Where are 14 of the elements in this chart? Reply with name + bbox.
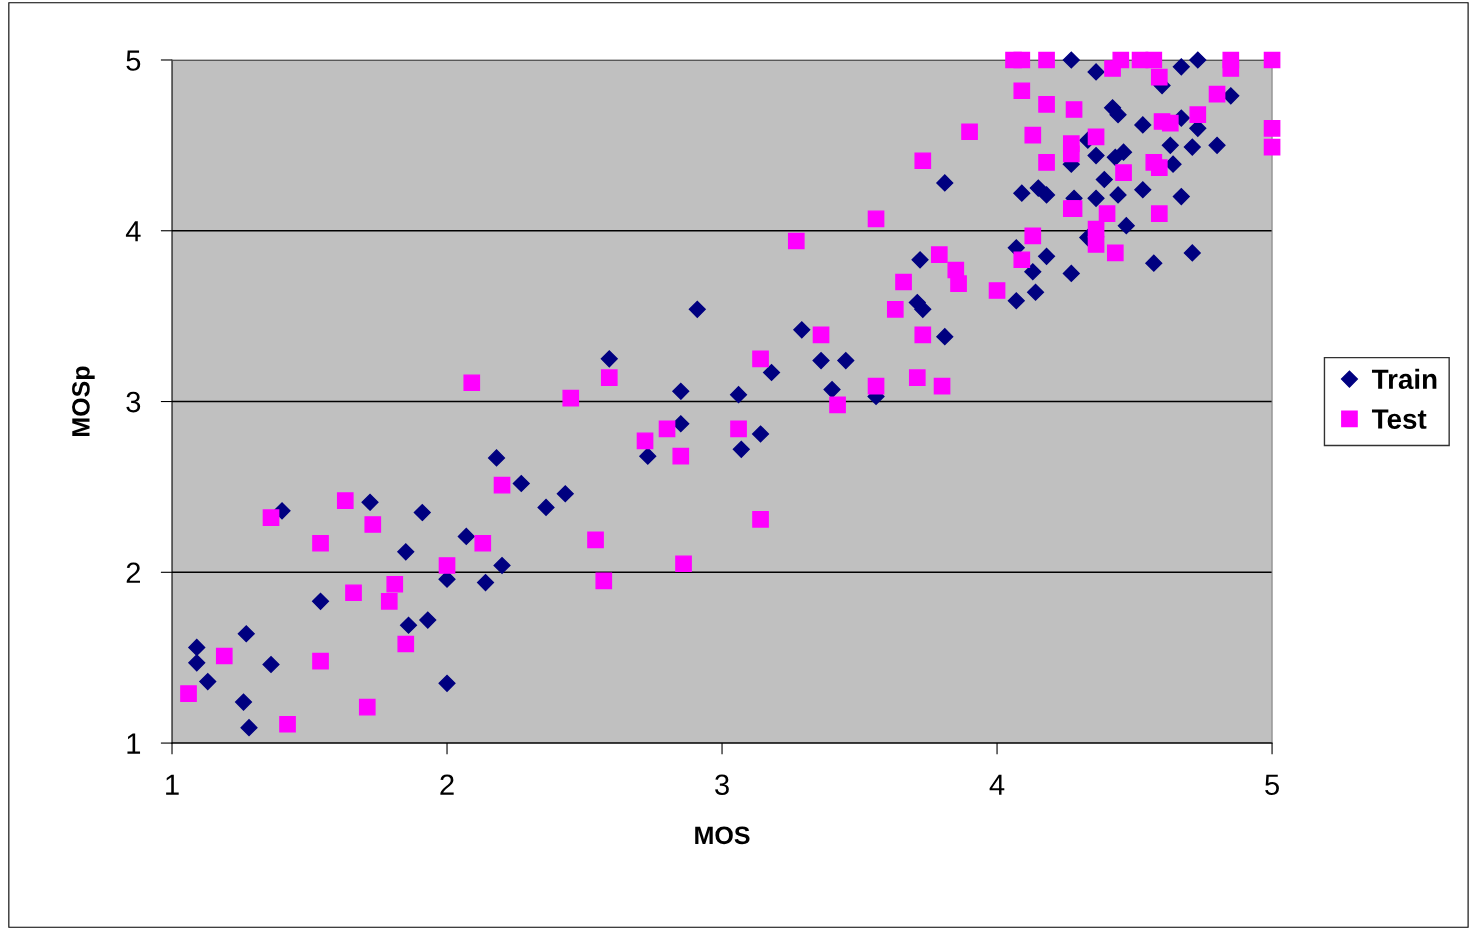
y-axis-title: MOSp: [72, 366, 95, 436]
x-tick-label: 4: [989, 774, 1005, 795]
y-tick-label: 3: [126, 391, 141, 413]
y-tick-label: 2: [126, 562, 140, 583]
y-tick-label: 1: [127, 733, 141, 754]
x-tick-label: 2: [440, 774, 454, 795]
legend-label: Train: [1371, 368, 1437, 390]
x-tick-label: 1: [166, 774, 179, 795]
y-tick-label: 5: [126, 50, 141, 71]
legend-label: Test: [1371, 409, 1427, 429]
x-tick-label: 5: [1265, 774, 1279, 796]
x-tick-label: 3: [715, 774, 729, 796]
y-tick-label: 4: [125, 221, 141, 242]
x-axis-title: MOS: [695, 826, 750, 845]
